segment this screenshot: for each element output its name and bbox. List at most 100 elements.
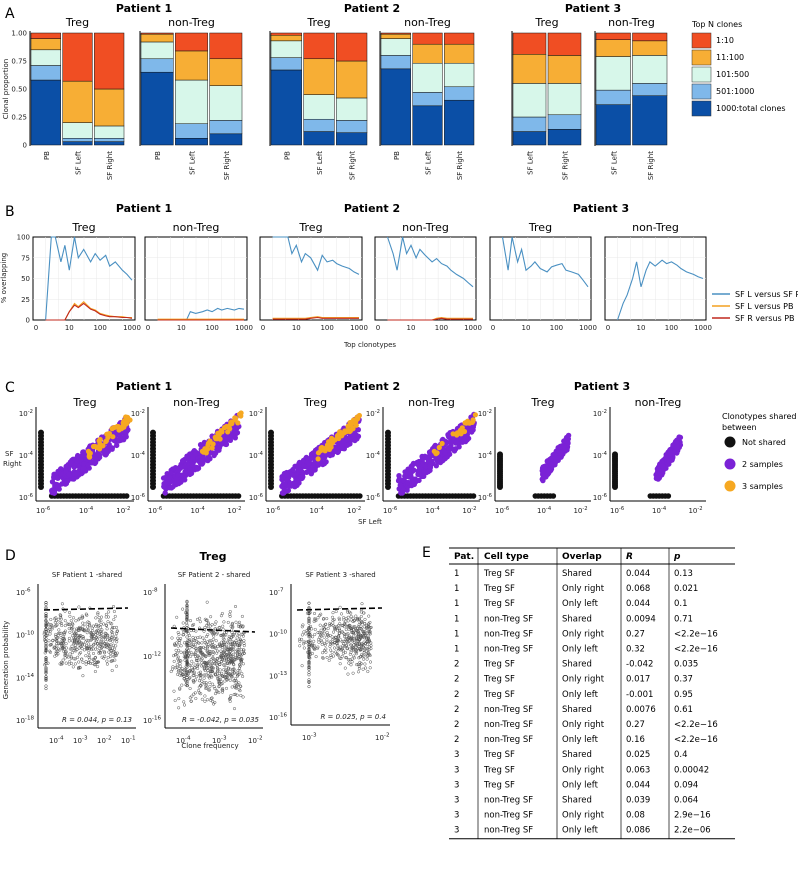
panel-d-point <box>228 612 232 616</box>
panel-c-point <box>346 435 352 441</box>
panel-d-point <box>302 646 306 650</box>
panel-d-ytick: 10-7 <box>269 588 284 597</box>
panel-d-xtick: 10-2 <box>248 736 263 745</box>
panel-c-point <box>127 417 133 423</box>
panel-c-ytick: 10-2 <box>19 409 33 418</box>
panel-e-cell: Only right <box>562 811 605 821</box>
panel-a-bar-segment <box>175 138 208 146</box>
panel-d-point <box>346 672 350 676</box>
panel-d-point <box>63 629 67 633</box>
panel-b-xtick: 1000 <box>123 324 141 332</box>
panel-b-series-line <box>45 302 133 321</box>
panel-d-point <box>343 666 347 670</box>
panel-d-point <box>342 616 346 620</box>
panel-c-point <box>63 480 70 487</box>
panel-d-point <box>220 690 225 694</box>
panel-e-cell: 0.32 <box>626 645 645 655</box>
panel-d-point <box>236 650 240 654</box>
panel-d-point <box>307 662 311 666</box>
panel-d-point <box>203 699 207 703</box>
panel-d-point <box>232 670 236 675</box>
panel-a-celltype-title: Treg <box>65 16 89 29</box>
panel-d-point <box>221 627 225 631</box>
panel-d-point <box>326 634 330 638</box>
panel-c-point <box>190 454 196 460</box>
panel-c-point <box>216 447 222 453</box>
panel-c-point <box>666 451 673 458</box>
panel-d-point <box>362 635 366 639</box>
panel-d-point <box>218 625 222 629</box>
panel-a-bar-segment <box>380 68 411 146</box>
panel-c-point <box>298 467 304 473</box>
panel-a-celltype-title: non-Treg <box>608 16 655 29</box>
panel-c-point <box>470 427 476 433</box>
panel-d-point <box>227 667 231 671</box>
panel-c-point <box>352 432 358 439</box>
panel-d-point <box>54 634 58 638</box>
panel-d-point <box>102 650 106 654</box>
panel-b-xtick: 100 <box>665 324 678 332</box>
panel-e-cell: 0.025 <box>626 750 650 760</box>
panel-d-point <box>57 628 61 632</box>
panel-d-point <box>211 650 216 654</box>
panel-d-point <box>354 652 358 656</box>
panel-d-point <box>234 620 238 624</box>
panel-d-point <box>344 616 348 621</box>
panel-d-point <box>363 662 367 666</box>
panel-d-point <box>316 631 320 635</box>
panel-a-bar-segment <box>94 138 125 142</box>
panel-b-celltype-title: non-Treg <box>402 221 449 234</box>
panel-d-point <box>238 669 242 673</box>
panel-d-point <box>51 638 55 642</box>
panel-d-point <box>44 648 48 652</box>
panel-d-point <box>110 625 115 630</box>
panel-d-point <box>44 615 48 619</box>
panel-a-bar-segment <box>175 50 208 81</box>
panel-d-point <box>365 631 369 635</box>
panel-d-point <box>44 676 48 680</box>
panel-d-point <box>298 644 302 648</box>
panel-a-patient-title: Patient 3 <box>565 2 621 15</box>
panel-d-point <box>96 665 100 669</box>
panel-d-point <box>229 642 233 646</box>
panel-d-point <box>202 680 206 685</box>
panel-d-point <box>307 632 311 636</box>
panel-d-point <box>77 660 81 664</box>
panel-d-point <box>233 604 238 609</box>
panel-c-xtick: 10-4 <box>79 506 94 515</box>
panel-b-xtick: 0 <box>376 324 380 332</box>
panel-d-point <box>90 637 94 642</box>
panel-c-point <box>327 452 333 459</box>
panel-d-point <box>203 625 207 629</box>
panel-d-point <box>110 627 114 631</box>
panel-c-point <box>421 469 427 475</box>
panel-c-point <box>461 428 468 435</box>
panel-d-point <box>172 654 176 658</box>
panel-c-point <box>472 412 478 418</box>
panel-d-point <box>239 625 243 629</box>
panel-d-point <box>345 643 349 647</box>
panel-d-point <box>113 651 117 655</box>
panel-b-series-line <box>616 259 704 321</box>
panel-d-point <box>74 619 78 623</box>
panel-b-ytick: 75 <box>21 254 30 262</box>
panel-a-celltype-title: Treg <box>534 16 558 29</box>
panel-d-point <box>368 632 372 636</box>
panel-d-point <box>353 625 357 629</box>
panel-c-point <box>332 444 338 450</box>
panel-d-point <box>365 642 369 647</box>
panel-d-point <box>44 600 48 605</box>
panel-d-point <box>213 644 217 648</box>
panel-e-cell: Only left <box>562 599 599 609</box>
panel-d-point <box>337 627 341 631</box>
panel-e-cell: 0.063 <box>626 765 650 775</box>
panel-a-bar-segment <box>140 32 174 35</box>
panel-d-point <box>97 619 102 623</box>
panel-d-point <box>188 676 192 680</box>
panel-a-xtick: PB <box>393 151 401 160</box>
panel-d-regression-line <box>296 607 383 611</box>
panel-d-point <box>336 629 340 633</box>
panel-d-point <box>55 653 59 657</box>
panel-d-point <box>241 695 245 699</box>
panel-d-point <box>219 651 223 655</box>
